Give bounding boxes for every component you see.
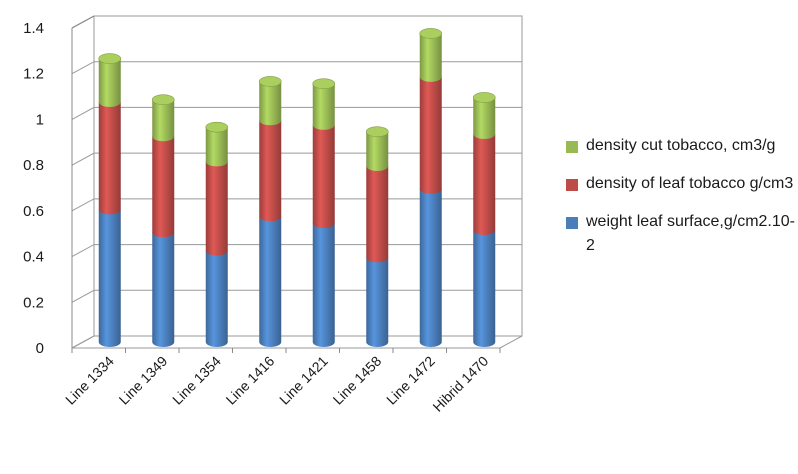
- bar-top-cap: [419, 28, 443, 39]
- bar-segment: [259, 120, 282, 222]
- y-axis-top-edge: [71, 15, 95, 29]
- plot-area-background: [71, 15, 523, 349]
- bar-segment: [366, 131, 389, 171]
- legend-item-weight-leaf: weight leaf surface,g/cm2.10-2: [566, 210, 796, 258]
- x-tick-label: Line 1416: [223, 353, 278, 408]
- bar-segment: [98, 209, 121, 347]
- y-tick-label: 0: [36, 340, 44, 357]
- legend-label-density-cut: density cut tobacco, cm3/g: [586, 137, 776, 154]
- y-tick-label: 1.2: [23, 66, 44, 83]
- bar-top-cap: [312, 78, 336, 90]
- x-tick-label: Line 1334: [62, 353, 117, 408]
- bar-top-cap: [151, 94, 175, 106]
- x-tick-label: Line 1458: [330, 353, 385, 408]
- legend-item-density-cut: density cut tobacco, cm3/g: [566, 134, 796, 158]
- bar-top-cap: [98, 53, 122, 64]
- bar-segment: [366, 257, 389, 347]
- y-tick-label: 0.2: [23, 294, 44, 311]
- bar-segment: [98, 58, 121, 107]
- x-tick-label: Line 1472: [383, 353, 438, 408]
- bar-segment: [419, 188, 442, 347]
- floor: [71, 335, 523, 349]
- bar-segment: [205, 161, 228, 256]
- gridline: [71, 61, 522, 75]
- y-tick-label: 1: [36, 111, 44, 128]
- chart-axes: [71, 15, 501, 353]
- bar-segment: [473, 230, 496, 347]
- bar-segment: [205, 250, 228, 347]
- bar-segment: [205, 127, 228, 167]
- x-tick-label: Line 1354: [169, 353, 224, 408]
- legend-swatch-weight-leaf: [566, 217, 578, 229]
- x-tick-label: Line 1421: [276, 353, 331, 408]
- y-tick-label: 0.8: [23, 157, 44, 174]
- gridline: [71, 106, 522, 120]
- bar-segment: [152, 232, 175, 347]
- bar-segment: [312, 124, 335, 229]
- x-tick-label: Hibrid 1470: [429, 353, 491, 415]
- legend-item-density-leaf: density of leaf tobacco g/cm3: [566, 172, 796, 196]
- bar-segment: [473, 134, 496, 235]
- legend-swatch-density-leaf: [566, 179, 578, 191]
- bar-top-cap: [365, 126, 389, 138]
- bar-segment: [366, 166, 389, 263]
- bar-segment: [259, 216, 282, 347]
- legend-label-weight-leaf: weight leaf surface,g/cm2.10-2: [586, 213, 795, 254]
- bar-segment: [473, 97, 496, 139]
- bar-segment: [259, 81, 282, 126]
- y-tick-label: 0.6: [23, 203, 44, 220]
- bar-top-cap: [205, 121, 229, 133]
- bar-segment: [419, 76, 442, 194]
- bar-segment: [152, 136, 175, 238]
- y-tick-label: 1.4: [23, 20, 44, 37]
- legend-label-density-leaf: density of leaf tobacco g/cm3: [586, 175, 794, 192]
- bar-segment: [312, 223, 335, 347]
- bar-segment: [312, 83, 335, 130]
- bar-top-cap: [258, 76, 282, 87]
- y-tick-label: 0.4: [23, 249, 44, 266]
- y-tick-labels: 0 0.2 0.4 0.6 0.8 1 1.2 1.4: [23, 20, 44, 357]
- x-tick-label: Line 1349: [116, 353, 171, 408]
- bar-segment: [419, 33, 442, 82]
- bar-segment: [98, 102, 121, 215]
- legend: density cut tobacco, cm3/g density of le…: [566, 134, 796, 272]
- bars-group: [98, 28, 496, 347]
- legend-swatch-density-cut: [566, 141, 578, 153]
- bar-top-cap: [472, 92, 496, 103]
- bar-segment: [152, 99, 175, 142]
